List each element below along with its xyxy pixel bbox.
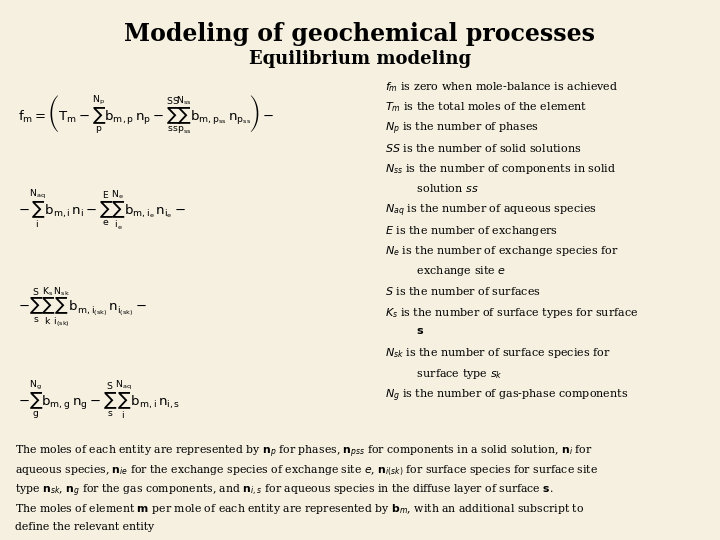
Text: Modeling of geochemical processes: Modeling of geochemical processes xyxy=(125,22,595,46)
Text: $N_p$ is the number of phases: $N_p$ is the number of phases xyxy=(385,121,539,137)
Text: Equilibrium modeling: Equilibrium modeling xyxy=(249,50,471,68)
Text: The moles of element $\mathbf{m}$ per mole of each entity are represented by $\m: The moles of element $\mathbf{m}$ per mo… xyxy=(15,503,584,516)
Text: $\mathsf{f_m = \left( T_m - \sum_{p}^{N_p} b_{m,p}\,n_p - \sum_{ss}^{SS}\!\sum_{: $\mathsf{f_m = \left( T_m - \sum_{p}^{N_… xyxy=(18,93,274,137)
Text: define the relevant entity: define the relevant entity xyxy=(15,522,154,532)
Text: solution $ss$: solution $ss$ xyxy=(385,183,479,194)
Text: exchange site $e$: exchange site $e$ xyxy=(385,265,506,279)
Text: $N_{sk}$ is the number of surface species for: $N_{sk}$ is the number of surface specie… xyxy=(385,347,611,361)
Text: $\mathsf{- \sum_{i}^{N_{aq}} b_{m,i}\,n_i - \sum_{e}^{E}\sum_{i_e}^{N_e} b_{m,i_: $\mathsf{- \sum_{i}^{N_{aq}} b_{m,i}\,n_… xyxy=(18,187,186,233)
Text: $E$ is the number of exchangers: $E$ is the number of exchangers xyxy=(385,224,558,238)
Text: The moles of each entity are represented by $\mathbf{n}_p$ for phases, $\mathbf{: The moles of each entity are represented… xyxy=(15,444,593,461)
Text: $T_m$ is the total moles of the element: $T_m$ is the total moles of the element xyxy=(385,100,588,114)
Text: $N_g$ is the number of gas-phase components: $N_g$ is the number of gas-phase compone… xyxy=(385,388,629,404)
Text: $\mathsf{- \sum_{g}^{N_g} b_{m,g}\,n_g - \sum_{s}^{S}\sum_{i}^{N_{aq}} b_{m,i}\,: $\mathsf{- \sum_{g}^{N_g} b_{m,g}\,n_g -… xyxy=(18,378,180,422)
Text: $SS$ is the number of solid solutions: $SS$ is the number of solid solutions xyxy=(385,141,581,153)
Text: aqueous species, $\mathbf{n}_{ie}$ for the exchange species of exchange site $e$: aqueous species, $\mathbf{n}_{ie}$ for t… xyxy=(15,463,598,478)
Text: type $\mathbf{n}_{sk}$, $\mathbf{n}_g$ for the gas components, and $\mathbf{n}_{: type $\mathbf{n}_{sk}$, $\mathbf{n}_g$ f… xyxy=(15,483,554,500)
Text: $S$ is the number of surfaces: $S$ is the number of surfaces xyxy=(385,285,541,297)
Text: $\mathbf{s}$: $\mathbf{s}$ xyxy=(385,326,425,336)
Text: $N_{ss}$ is the number of components in solid: $N_{ss}$ is the number of components in … xyxy=(385,162,616,176)
Text: $K_s$ is the number of surface types for surface: $K_s$ is the number of surface types for… xyxy=(385,306,639,320)
Text: $N_{aq}$ is the number of aqueous species: $N_{aq}$ is the number of aqueous specie… xyxy=(385,203,597,219)
Text: $f_m$ is zero when mole-balance is achieved: $f_m$ is zero when mole-balance is achie… xyxy=(385,80,618,94)
Text: $N_e$ is the number of exchange species for: $N_e$ is the number of exchange species … xyxy=(385,244,618,258)
Text: surface type $s_k$: surface type $s_k$ xyxy=(385,367,503,381)
Text: $\mathsf{- \sum_{s}^{S}\sum_{k}^{K_s}\sum_{i_{(sk)}}^{N_{sk}} b_{m,i_{(sk)}}\,n_: $\mathsf{- \sum_{s}^{S}\sum_{k}^{K_s}\su… xyxy=(18,286,147,330)
